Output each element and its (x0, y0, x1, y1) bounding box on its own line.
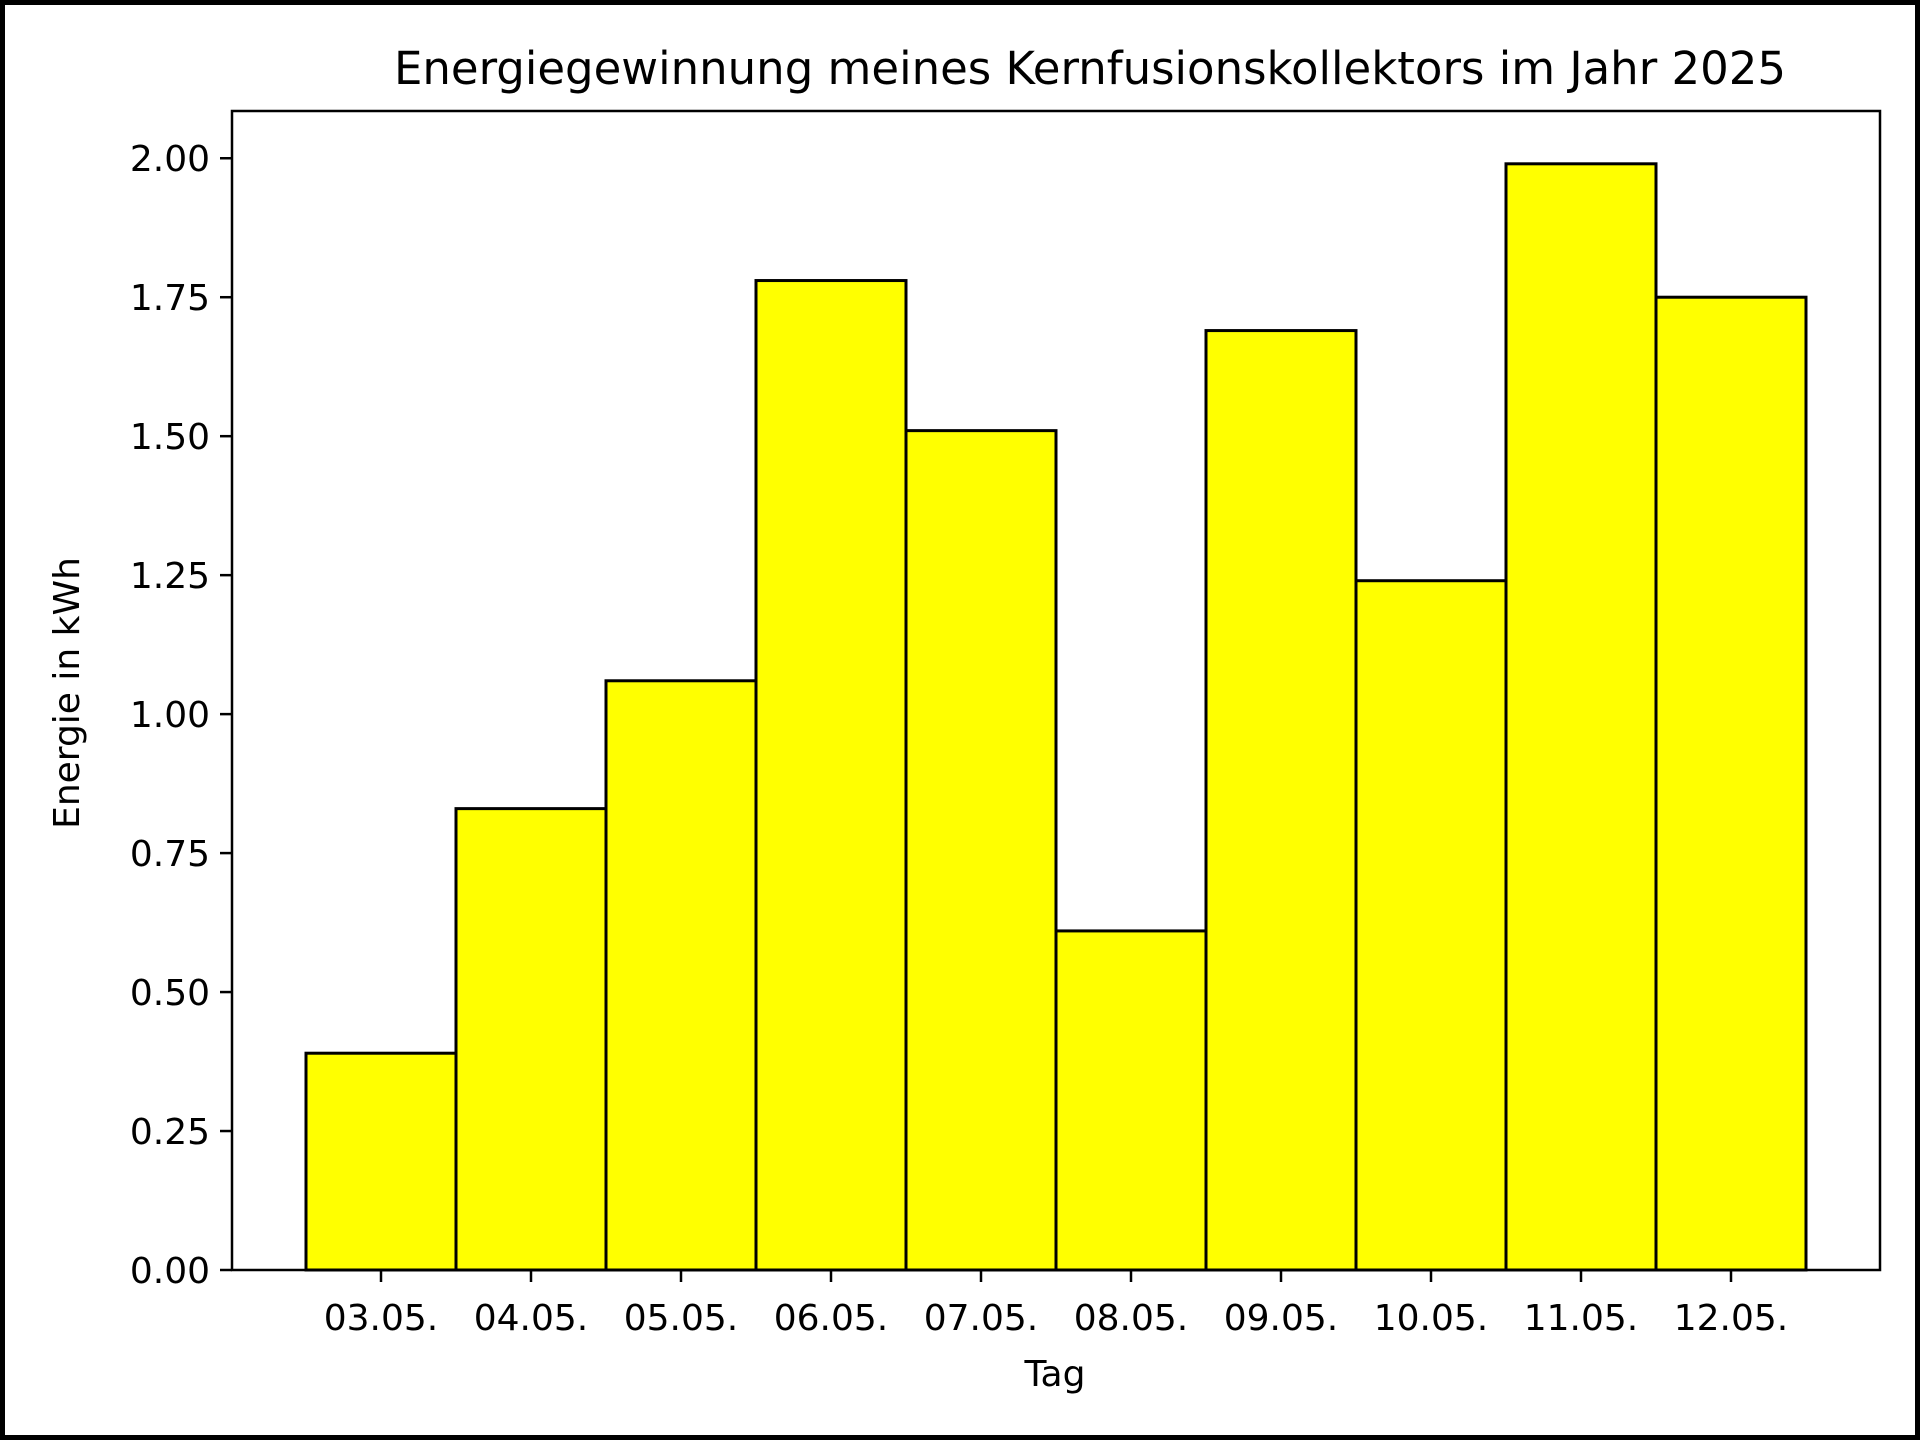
x-tick-label: 08.05. (1074, 1298, 1189, 1339)
bar-08-05 (1054, 929, 1208, 1272)
y-tick-label: 0.25 (130, 1112, 210, 1153)
bar-chart: Energiegewinnung meines Kernfusionskolle… (47, 42, 1882, 1395)
y-tick-label: 1.75 (130, 278, 210, 319)
x-tick-label: 05.05. (624, 1298, 739, 1339)
bar-12-05 (1654, 295, 1808, 1272)
x-axis-ticks: 03.05. 04.05. 05.05. 06.05. 07.05. 08.05. 09.0… (324, 1270, 1789, 1339)
y-tick-label: 0.50 (130, 973, 210, 1014)
bars-group (304, 162, 1808, 1272)
y-tick-label: 2.00 (130, 139, 210, 180)
plot-area-frame (230, 109, 1882, 1272)
bar-11-05 (1504, 162, 1658, 1272)
x-tick-label: 04.05. (474, 1298, 589, 1339)
chart-title: Energiegewinnung meines Kernfusionskolle… (394, 42, 1786, 95)
x-tick-label: 03.05. (324, 1298, 439, 1339)
bar-10-05 (1354, 579, 1508, 1272)
bar-09-05 (1204, 329, 1358, 1272)
y-tick-label: 0.00 (130, 1251, 210, 1292)
x-tick-label: 06.05. (774, 1298, 889, 1339)
bar-06-05 (754, 279, 908, 1272)
x-tick-label: 11.05. (1524, 1298, 1639, 1339)
y-axis-ticks: 0.00 0.25 0.50 0.75 1.00 1.25 1.50 1.75 2.00 (130, 139, 232, 1292)
x-tick-label: 12.05. (1674, 1298, 1789, 1339)
x-tick-label: 10.05. (1374, 1298, 1489, 1339)
y-tick-label: 1.00 (130, 695, 210, 736)
y-axis-label: Energie in kWh (47, 557, 88, 829)
x-tick-label: 07.05. (924, 1298, 1039, 1339)
y-tick-label: 0.75 (130, 834, 210, 875)
x-axis-label: Tag (1024, 1354, 1086, 1395)
x-tick-label: 09.05. (1224, 1298, 1339, 1339)
y-tick-label: 1.50 (130, 417, 210, 458)
y-tick-label: 1.25 (130, 556, 210, 597)
bar-05-05 (604, 679, 758, 1272)
bar-04-05 (454, 807, 608, 1272)
bar-03-05 (304, 1051, 458, 1272)
bar-07-05 (904, 429, 1058, 1272)
